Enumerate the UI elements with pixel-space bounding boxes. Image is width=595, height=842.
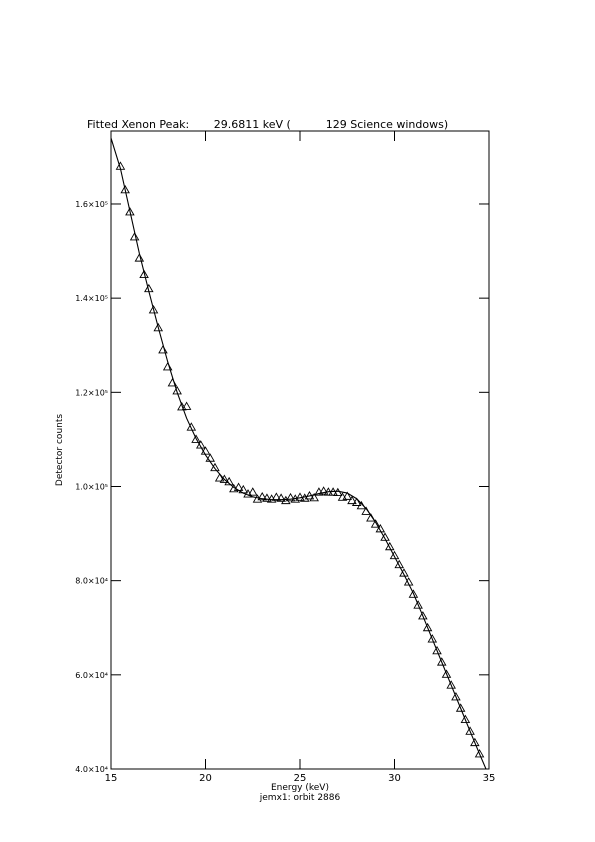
data-point [418,611,428,620]
data-point [394,559,405,569]
data-point [351,497,362,506]
data-point [295,492,305,501]
data-point [408,589,419,598]
subtitle: jemx1: orbit 2886 [259,793,341,803]
data-point [342,491,353,500]
data-point [139,269,149,279]
data-point [384,541,395,551]
data-point [309,492,319,502]
x-tick-label: 35 [483,773,496,784]
data-point [195,440,206,449]
data-point [474,749,485,758]
data-point [375,523,386,533]
data-point [271,492,282,501]
data-point [162,361,173,371]
data-point [191,434,201,443]
data-point [125,207,135,216]
data-point [219,474,230,483]
data-point [214,473,225,482]
data-point [436,657,447,666]
y-tick-label: 1.0×10⁵ [75,482,108,491]
data-point [446,680,456,689]
data-point [451,692,461,701]
data-point [460,714,471,724]
x-tick-label: 15 [105,773,118,784]
y-tick-label: 1.4×10⁵ [75,294,108,303]
y-tick-label: 8.0×10⁴ [75,577,108,586]
data-point [470,737,480,747]
data-point [186,422,197,431]
y-axis-label: Detector counts [55,414,65,486]
fit-line [111,137,487,769]
data-point [318,486,329,495]
data-point [347,495,357,505]
data-point [380,532,390,541]
y-tick-label: 1.2×10⁵ [75,388,108,397]
data-point [432,645,442,655]
data-point [285,492,296,502]
data-point [465,726,475,735]
data-point [120,184,130,194]
y-tick-label: 4.0×10⁴ [75,765,108,774]
x-axis-label: Energy (keV) [271,783,329,793]
data-point [153,322,164,332]
plot-frame [110,130,490,770]
data-point [455,703,466,712]
data-point [262,493,272,502]
data-point [422,622,433,632]
data-point [134,253,145,262]
data-point [370,519,381,528]
data-point [247,487,258,496]
data-point [427,634,438,643]
y-tick-label: 1.6×10⁵ [75,200,108,209]
data-point [148,305,159,314]
data-point [257,491,267,501]
data-point [158,345,168,354]
data-point [441,669,452,678]
y-tick-label: 6.0×10⁴ [75,671,108,680]
chart-title: Fitted Xenon Peak: 29.6811 keV ( 129 Sci… [87,118,448,131]
x-tick-label: 25 [294,773,307,784]
x-tick-label: 20 [199,773,212,784]
data-point [129,232,140,241]
data-point [276,493,286,502]
data-point [413,600,423,609]
data-point [389,550,400,560]
data-point [399,568,409,577]
x-tick-label: 30 [388,773,401,784]
data-point [181,401,192,410]
data-point [210,462,220,472]
data-point [281,495,291,505]
